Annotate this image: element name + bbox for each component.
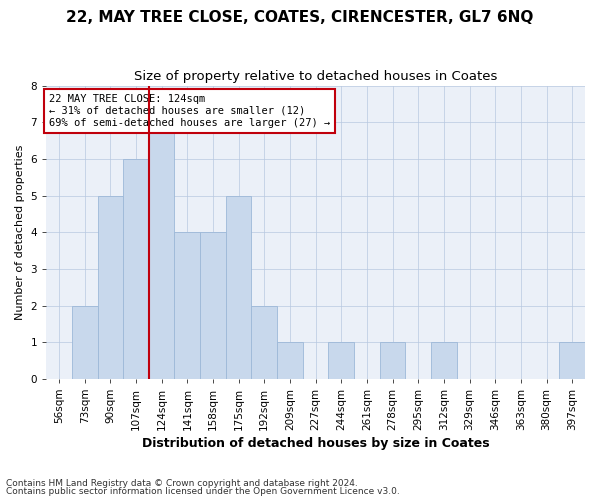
Bar <box>277 342 303 379</box>
Bar <box>200 232 226 379</box>
Text: Contains public sector information licensed under the Open Government Licence v3: Contains public sector information licen… <box>6 487 400 496</box>
Text: 22 MAY TREE CLOSE: 124sqm
← 31% of detached houses are smaller (12)
69% of semi-: 22 MAY TREE CLOSE: 124sqm ← 31% of detac… <box>49 94 330 128</box>
Y-axis label: Number of detached properties: Number of detached properties <box>15 144 25 320</box>
Bar <box>328 342 354 379</box>
Text: Contains HM Land Registry data © Crown copyright and database right 2024.: Contains HM Land Registry data © Crown c… <box>6 478 358 488</box>
Bar <box>149 122 175 379</box>
Bar <box>380 342 406 379</box>
Bar <box>72 306 98 379</box>
Bar <box>226 196 251 379</box>
Bar <box>175 232 200 379</box>
Bar <box>123 159 149 379</box>
Text: 22, MAY TREE CLOSE, COATES, CIRENCESTER, GL7 6NQ: 22, MAY TREE CLOSE, COATES, CIRENCESTER,… <box>67 10 533 25</box>
X-axis label: Distribution of detached houses by size in Coates: Distribution of detached houses by size … <box>142 437 490 450</box>
Bar <box>251 306 277 379</box>
Bar <box>559 342 585 379</box>
Bar <box>98 196 123 379</box>
Bar <box>431 342 457 379</box>
Title: Size of property relative to detached houses in Coates: Size of property relative to detached ho… <box>134 70 497 83</box>
